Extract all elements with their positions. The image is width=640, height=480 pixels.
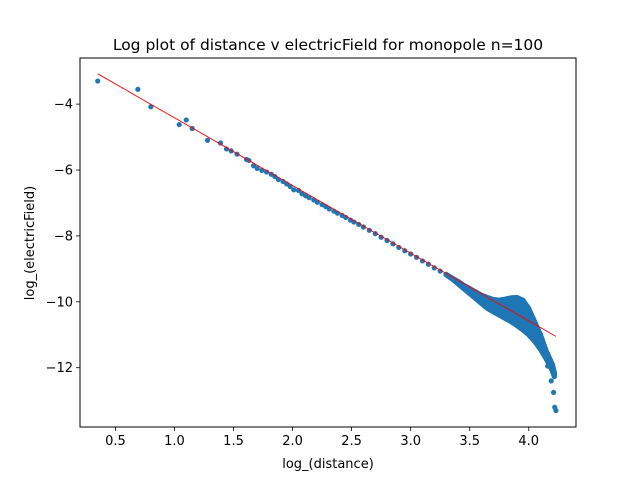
band-point — [551, 370, 557, 376]
data-point — [314, 199, 320, 205]
data-point — [478, 292, 485, 298]
data-point — [508, 296, 514, 303]
y-tick-label: −8 — [54, 229, 73, 244]
y-tick-label: −12 — [46, 361, 73, 376]
y-tick-label: −6 — [54, 164, 73, 179]
data-point — [553, 407, 559, 414]
y-axis-label: log_(electricField) — [23, 186, 38, 300]
x-tick-label: 2.0 — [282, 434, 303, 449]
data-point — [291, 187, 297, 193]
data-point — [548, 378, 554, 384]
data-point — [502, 297, 508, 304]
data-point — [263, 169, 270, 175]
x-tick-label: 1.5 — [223, 434, 244, 449]
data-point — [254, 165, 260, 171]
chart-title: Log plot of distance v electricField for… — [113, 36, 543, 54]
data-point — [541, 351, 547, 358]
x-tick-label: 4.0 — [518, 434, 539, 449]
data-point — [272, 174, 278, 180]
data-point — [526, 307, 532, 313]
data-point — [183, 117, 189, 123]
data-point — [496, 298, 502, 304]
data-point — [550, 389, 557, 396]
plot-area — [95, 73, 559, 414]
data-point — [449, 275, 455, 281]
data-point — [217, 140, 224, 146]
data-point — [431, 265, 437, 271]
data-point — [520, 299, 526, 305]
data-point — [537, 338, 544, 344]
data-point — [545, 363, 551, 369]
data-point — [437, 268, 443, 274]
x-axis-label: log_(distance) — [282, 457, 374, 472]
data-point — [135, 86, 141, 92]
data-point — [351, 219, 357, 225]
data-point — [95, 78, 101, 84]
fit-line — [97, 73, 557, 337]
plot-frame — [79, 57, 577, 428]
y-axis: −12 −10 −8 −6 −4 — [46, 98, 80, 376]
data-point — [176, 121, 182, 128]
y-tick-label: −10 — [46, 295, 73, 310]
x-tick-label: 2.5 — [341, 434, 362, 449]
data-point — [514, 295, 520, 302]
x-tick-label: 3.0 — [400, 434, 421, 449]
data-point — [251, 163, 257, 169]
x-axis: 0.5 1.0 1.5 2.0 2.5 3.0 3.5 4.0 — [105, 427, 539, 449]
data-point — [204, 137, 211, 143]
y-tick-label: −4 — [54, 98, 73, 113]
data-point — [455, 278, 461, 284]
data-point — [223, 146, 230, 152]
x-tick-label: 1.0 — [164, 434, 185, 449]
x-tick-label: 0.5 — [105, 434, 126, 449]
x-tick-label: 3.5 — [459, 434, 480, 449]
data-point — [306, 195, 312, 201]
